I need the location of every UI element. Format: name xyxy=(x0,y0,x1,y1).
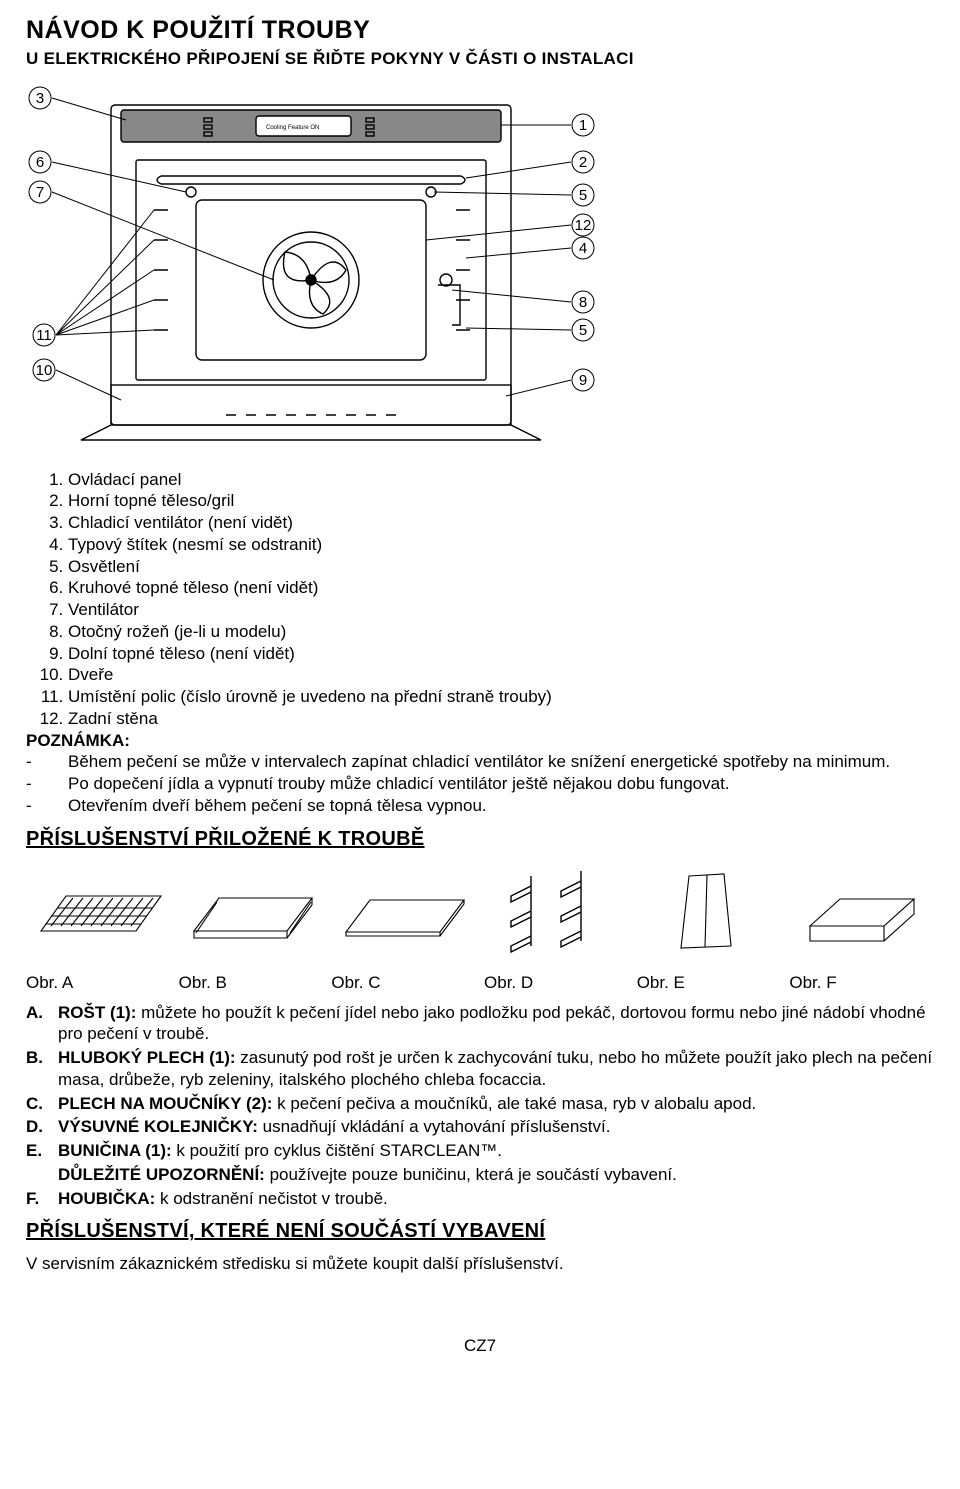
list-item: Zadní stěna xyxy=(68,708,934,730)
def-term: PLECH NA MOUČNÍKY (2): xyxy=(58,1094,272,1113)
definitions-list: A. ROŠT (1): můžete ho použít k pečení j… xyxy=(26,1002,934,1210)
oven-diagram-svg: Cooling Feature ON xyxy=(26,80,616,445)
section-not-included-heading: PŘÍSLUŠENSTVÍ, KTERÉ NENÍ SOUČÁSTÍ VYBAV… xyxy=(26,1219,934,1245)
list-item: Osvětlení xyxy=(68,556,934,578)
list-item: Horní topné těleso/gril xyxy=(68,490,934,512)
def-term: VÝSUVNÉ KOLEJNIČKY: xyxy=(58,1117,258,1136)
def-text: usnadňují vkládání a vytahování přísluše… xyxy=(258,1117,610,1136)
accessory-f-icon xyxy=(802,881,922,956)
oven-diagram: Cooling Feature ON xyxy=(26,80,934,451)
svg-text:12: 12 xyxy=(575,217,592,234)
note-heading: POZNÁMKA: xyxy=(26,730,934,752)
accessory-caption: Obr. F xyxy=(789,972,934,994)
def-letter: F. xyxy=(26,1188,58,1210)
accessory-b-icon xyxy=(184,876,319,956)
def-letter: E. xyxy=(26,1140,58,1162)
def-letter: B. xyxy=(26,1047,58,1091)
not-included-text: V servisním zákaznickém středisku si můž… xyxy=(26,1253,934,1275)
list-item: Typový štítek (nesmí se odstranit) xyxy=(68,534,934,556)
list-item: Kruhové topné těleso (není vidět) xyxy=(68,577,934,599)
def-text: můžete ho použít k pečení jídel nebo jak… xyxy=(58,1003,926,1044)
accessory-caption: Obr. E xyxy=(637,972,782,994)
accessory-caption: Obr. C xyxy=(331,972,476,994)
svg-text:5: 5 xyxy=(579,322,587,339)
page-subtitle: U ELEKTRICKÉHO PŘIPOJENÍ SE ŘIĎTE POKYNY… xyxy=(26,48,934,70)
svg-text:Cooling Feature ON: Cooling Feature ON xyxy=(266,125,319,131)
svg-text:11: 11 xyxy=(36,327,52,344)
note-item: Po dopečení jídla a vypnutí trouby může … xyxy=(68,773,730,795)
section-accessories-heading: PŘÍSLUŠENSTVÍ PŘILOŽENÉ K TROUBĚ xyxy=(26,827,934,853)
def-text: k pečení pečiva a moučníků, ale také mas… xyxy=(272,1094,756,1113)
note-item: Během pečení se může v intervalech zapín… xyxy=(68,751,890,773)
accessory-caption: Obr. A xyxy=(26,972,171,994)
warning-term: DŮLEŽITÉ UPOZORNĚNÍ: xyxy=(58,1165,265,1184)
list-item: Otočný rožeň (je-li u modelu) xyxy=(68,621,934,643)
svg-text:9: 9 xyxy=(579,372,587,389)
svg-text:3: 3 xyxy=(36,90,44,107)
def-term: BUNIČINA (1): xyxy=(58,1141,172,1160)
svg-text:7: 7 xyxy=(36,184,44,201)
parts-list: Ovládací panel Horní topné těleso/gril C… xyxy=(26,469,934,730)
accessory-a-icon xyxy=(31,876,166,956)
def-text: k odstranění nečistot v troubě. xyxy=(155,1189,387,1208)
def-letter: C. xyxy=(26,1093,58,1115)
accessories-row: Obr. A Obr. B Obr. C xyxy=(26,866,934,994)
list-item: Dolní topné těleso (není vidět) xyxy=(68,643,934,665)
accessory-caption: Obr. B xyxy=(179,972,324,994)
svg-text:4: 4 xyxy=(579,240,587,257)
def-term: HLUBOKÝ PLECH (1): xyxy=(58,1048,236,1067)
list-item: Ovládací panel xyxy=(68,469,934,491)
note-item: Otevřením dveří během pečení se topná tě… xyxy=(68,795,487,817)
list-item: Ventilátor xyxy=(68,599,934,621)
def-text: k použití pro cyklus čištění STARCLEAN™. xyxy=(172,1141,502,1160)
warning-text: používejte pouze buničinu, která je souč… xyxy=(265,1165,677,1184)
list-item: Umístění polic (číslo úrovně je uvedeno … xyxy=(68,686,934,708)
accessory-c-icon xyxy=(336,876,471,956)
svg-text:6: 6 xyxy=(36,154,44,171)
svg-text:5: 5 xyxy=(579,187,587,204)
list-item: Dveře xyxy=(68,664,934,686)
accessory-d-icon xyxy=(506,866,606,956)
def-letter: A. xyxy=(26,1002,58,1046)
notes-list: -Během pečení se může v intervalech zapí… xyxy=(26,751,934,816)
def-term: ROŠT (1): xyxy=(58,1003,136,1022)
svg-text:1: 1 xyxy=(579,117,587,134)
page-footer: CZ7 xyxy=(26,1335,934,1357)
def-term: HOUBIČKA: xyxy=(58,1189,155,1208)
svg-text:10: 10 xyxy=(36,362,53,379)
svg-text:8: 8 xyxy=(579,294,587,311)
accessory-caption: Obr. D xyxy=(484,972,629,994)
svg-text:2: 2 xyxy=(579,154,587,171)
list-item: Chladicí ventilátor (není vidět) xyxy=(68,512,934,534)
accessory-e-icon xyxy=(669,866,749,956)
page-title: NÁVOD K POUŽITÍ TROUBY xyxy=(26,14,934,46)
def-letter: D. xyxy=(26,1116,58,1138)
